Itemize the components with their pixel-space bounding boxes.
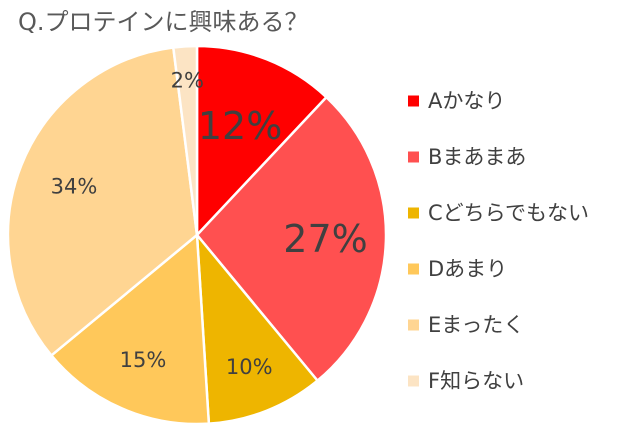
- legend-swatch: [408, 95, 419, 107]
- pie-slice: [6, 46, 199, 357]
- legend-label: Bまあまあ: [428, 145, 526, 169]
- pie-slice: [195, 233, 319, 425]
- data-label: 34%: [51, 174, 98, 198]
- pie-slices: [6, 44, 388, 426]
- data-label: 2%: [171, 68, 204, 92]
- legend-label: Aかなり: [428, 89, 505, 113]
- legend-swatch: [408, 375, 419, 387]
- legend-swatch: [408, 263, 419, 275]
- legend-label: Eまったく: [428, 313, 524, 337]
- legend-label: Cどちらでもない: [428, 201, 589, 225]
- pie-slice: [50, 233, 211, 426]
- legend-label: Dあまり: [428, 257, 507, 281]
- legend-swatch: [408, 207, 419, 219]
- pie-slice: [195, 95, 388, 382]
- pie-slice: [195, 44, 328, 237]
- chart-title: Q.プロテインに興味ある？: [18, 8, 309, 36]
- pie-slice: [172, 44, 199, 237]
- legend-label: F知らない: [428, 369, 524, 393]
- data-label: 12%: [198, 104, 282, 148]
- data-label: 10%: [226, 355, 273, 379]
- data-labels: 12% 27% 10% 15% 34% 2%: [51, 68, 368, 379]
- legend: Aかなり Bまあまあ Cどちらでもない Dあまり Eまったく F知らない: [408, 89, 589, 393]
- data-label: 15%: [120, 348, 167, 372]
- data-label: 27%: [283, 217, 367, 261]
- legend-swatch: [408, 151, 419, 163]
- legend-swatch: [408, 319, 419, 331]
